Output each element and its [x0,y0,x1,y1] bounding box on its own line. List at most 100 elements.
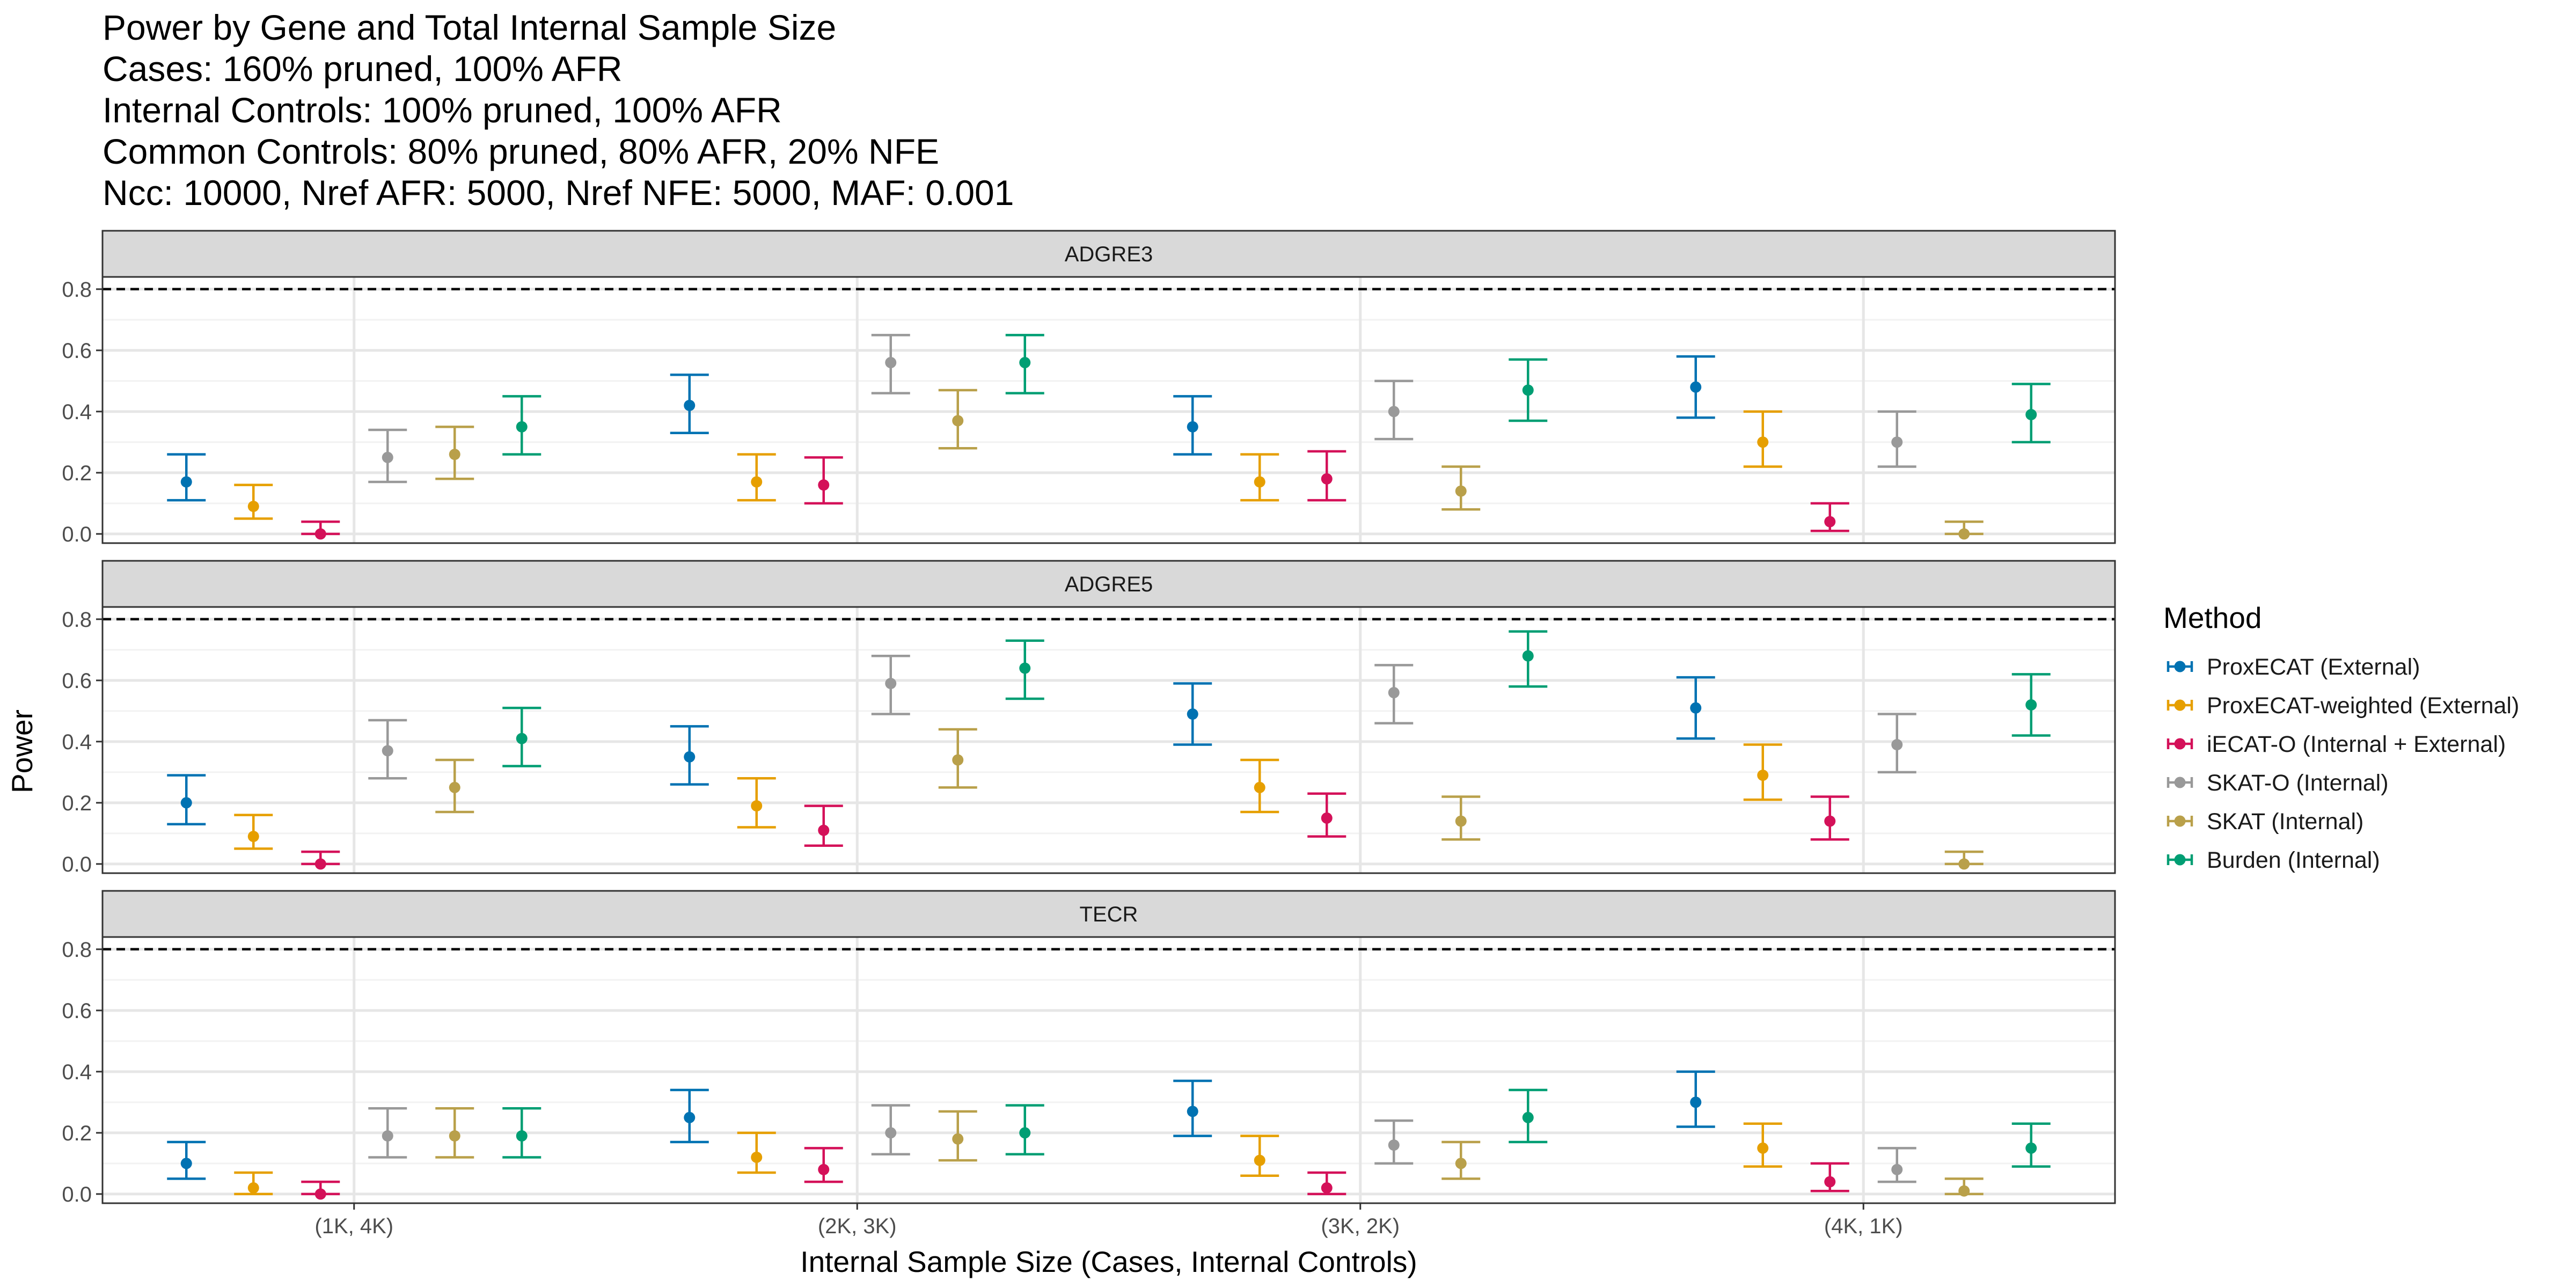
title-line: Ncc: 10000, Nref AFR: 5000, Nref NFE: 50… [103,173,1014,213]
data-point [751,1151,763,1163]
data-point [1455,1158,1467,1169]
legend-label: SKAT (Internal) [2207,809,2363,835]
data-point [1321,812,1333,824]
data-point [684,1111,696,1123]
facet-strip-label: ADGRE5 [1065,573,1153,596]
y-tick-label: 0.4 [62,1060,92,1084]
title-line: Internal Controls: 100% pruned, 100% AFR [103,90,782,130]
errorbar-0 [670,1088,709,1144]
legend-key-point [2174,854,2186,866]
errorbar-4 [938,389,977,450]
data-point [818,479,830,491]
errorbar-1 [1743,743,1782,801]
data-point [1958,858,1970,870]
data-point [885,357,897,369]
y-tick-label: 0.0 [62,1183,92,1206]
data-point [516,733,528,744]
errorbar-1 [234,484,273,520]
errorbar-0 [1676,1070,1715,1128]
errorbar-1 [737,453,776,502]
errorbar-1 [737,777,776,829]
errorbar-3 [1877,410,1916,468]
y-tick-label: 0.2 [62,792,92,815]
errorbar-2 [804,804,843,847]
data-point [1757,770,1769,781]
y-tick-label: 0.6 [62,669,92,693]
errorbar-0 [670,374,709,435]
errorbar-4 [1944,850,1984,870]
facet-strip [101,560,2116,608]
errorbar-1 [234,1171,273,1196]
errorbar-1 [737,1131,776,1174]
legend-item: SKAT-O (Internal) [2167,770,2389,796]
y-tick-label: 0.4 [62,730,92,754]
data-point [1388,406,1400,418]
errorbar-5 [2011,1122,2051,1168]
data-point [1019,1127,1031,1139]
x-tick-label: (1K, 4K) [314,1214,393,1238]
errorbar-2 [1810,1162,1849,1192]
title-line: Power by Gene and Total Internal Sample … [103,8,836,47]
legend-item: iECAT-O (Internal + External) [2167,731,2506,757]
data-point [449,781,460,793]
panel-background [103,277,2115,543]
data-point [1690,381,1702,393]
legend: Method ProxECAT (External) ProxECAT-weight… [2163,601,2519,873]
legend-item: Burden (Internal) [2167,847,2380,873]
data-point [382,745,393,757]
data-point [516,1130,528,1142]
data-point [952,1133,964,1145]
data-point [382,1130,393,1142]
y-tick-label: 0.0 [62,853,92,876]
errorbar-0 [1173,1079,1212,1137]
facet-panel-adgre3: ADGRE3 0.0 0.2 0.4 0.6 0.8 [62,230,2116,546]
errorbar-2 [804,456,843,505]
errorbar-3 [1877,713,1916,774]
legend-item: SKAT (Internal) [2167,809,2363,835]
data-point [1187,1106,1198,1117]
y-tick-label: 0.8 [62,938,92,962]
errorbar-5 [1005,1104,1044,1156]
x-axis: (1K, 4K) (2K, 3K) (3K, 2K) (4K, 1K) [314,1203,1903,1238]
errorbar-3 [368,1107,407,1159]
data-point [1187,421,1198,433]
errorbar-4 [1944,1177,1984,1197]
errorbar-2 [301,1180,340,1200]
y-tick-label: 0.8 [62,278,92,302]
data-point [1757,436,1769,448]
facet-strip-label: ADGRE3 [1065,243,1153,266]
data-point [1824,516,1836,528]
facet-panel-adgre5: ADGRE5 0.0 0.2 0.4 0.6 0.8 [62,560,2116,876]
chart-title: Power by Gene and Total Internal Sample … [103,8,1014,213]
errorbar-5 [1005,639,1044,700]
errorbar-1 [1240,758,1279,814]
data-point [1757,1142,1769,1154]
data-point [314,858,326,870]
data-point [247,831,259,843]
errorbar-5 [2011,673,2051,737]
data-point [1958,528,1970,540]
errorbar-1 [1743,1122,1782,1168]
errorbar-1 [234,814,273,850]
data-point [1824,815,1836,827]
data-point [314,1188,326,1200]
errorbar-2 [301,850,340,870]
errorbar-4 [938,728,977,789]
title-line: Common Controls: 80% pruned, 80% AFR, 20… [103,131,939,171]
legend-title: Method [2163,601,2262,634]
data-point [1891,739,1903,751]
errorbar-0 [670,725,709,786]
data-point [382,451,393,463]
data-point [1187,708,1198,720]
data-point [1321,473,1333,485]
legend-item: ProxECAT-weighted (External) [2167,693,2519,719]
data-point [1690,1096,1702,1108]
errorbar-5 [2011,383,2051,444]
data-point [684,399,696,411]
title-line: Cases: 160% pruned, 100% AFR [103,49,623,89]
data-point [1388,687,1400,699]
errorbar-0 [1173,682,1212,746]
errorbar-3 [368,428,407,484]
data-point [314,528,326,540]
data-point [180,797,192,809]
